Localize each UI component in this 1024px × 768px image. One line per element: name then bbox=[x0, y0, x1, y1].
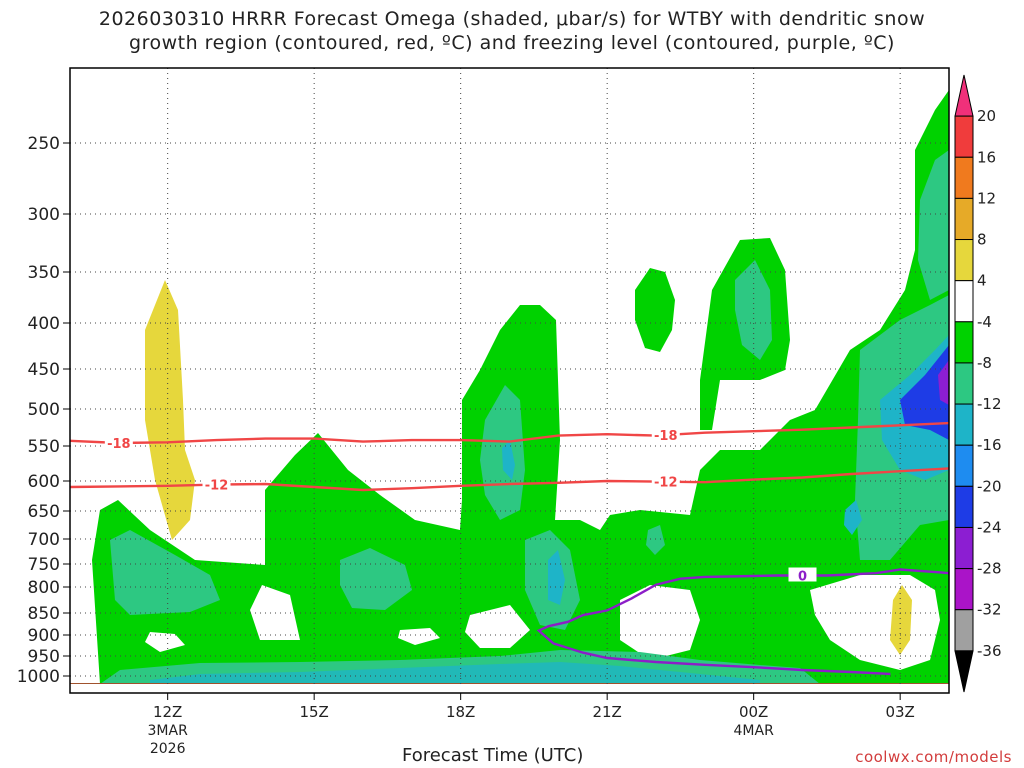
colorbar-label: 4 bbox=[977, 272, 987, 290]
y-tick-label: 800 bbox=[28, 578, 60, 598]
x-tick-sublabel: 3MAR bbox=[148, 723, 189, 739]
colorbar-swatch bbox=[954, 526, 974, 570]
y-tick-label: 750 bbox=[28, 555, 60, 575]
colorbar-swatch bbox=[954, 609, 974, 652]
contour-label: -12 bbox=[205, 479, 229, 494]
colorbar-swatch bbox=[954, 403, 974, 446]
x-axis-label: Forecast Time (UTC) bbox=[402, 745, 584, 766]
x-tick-sublabel: 4MAR bbox=[734, 723, 775, 739]
colorbar-swatch bbox=[954, 156, 974, 199]
y-tick-label: 950 bbox=[28, 647, 60, 667]
x-tick-label: 12Z bbox=[153, 703, 182, 721]
ground-surface bbox=[70, 683, 949, 684]
x-axis: 12Z 3MAR 2026 15Z 18Z 21Z 00Z 4MAR 03Z bbox=[148, 693, 915, 757]
y-tick-label: 850 bbox=[28, 604, 60, 624]
y-tick-label: 450 bbox=[28, 360, 60, 380]
contour-label: 0 bbox=[798, 570, 807, 585]
colorbar-label: -32 bbox=[977, 601, 1002, 619]
x-tick-label: 00Z bbox=[739, 703, 768, 721]
y-axis: 2503003504004505005506006507007508008509… bbox=[17, 134, 70, 687]
y-tick-label: 1000 bbox=[17, 667, 60, 687]
plot-frame bbox=[69, 67, 950, 694]
colorbar-swatch bbox=[954, 321, 974, 364]
omega-fill-blue-upper-right bbox=[900, 345, 949, 440]
y-tick-label: 250 bbox=[28, 134, 60, 154]
omega-fill-green-lowlevel bbox=[92, 90, 949, 684]
y-tick-label: 400 bbox=[28, 314, 60, 334]
y-tick-label: 700 bbox=[28, 530, 60, 550]
y-tick-label: 900 bbox=[28, 626, 60, 646]
omega-fill-green-plume-22z bbox=[635, 268, 675, 352]
omega-fill-teal-11z bbox=[110, 530, 220, 615]
colorbar-label: 16 bbox=[977, 148, 996, 166]
omega-fill-white-hole-3 bbox=[398, 628, 440, 645]
chart-title-line1: 2026030310 HRRR Forecast Omega (shaded, … bbox=[98, 8, 926, 30]
colorbar-label: 8 bbox=[977, 231, 987, 249]
colorbar-swatch bbox=[954, 239, 974, 282]
omega-fill-white-hole-5 bbox=[620, 585, 700, 660]
contour-label-bg bbox=[651, 427, 680, 442]
y-tick-label: 650 bbox=[28, 502, 60, 522]
x-tick-sublabel: 2026 bbox=[150, 741, 186, 757]
colorbar-label: -20 bbox=[977, 477, 1002, 495]
contour-label-bg bbox=[651, 473, 680, 488]
omega-fill-teal-upper-top bbox=[918, 150, 949, 300]
colorbar-swatch bbox=[954, 568, 974, 611]
contour-label-bg bbox=[202, 476, 231, 491]
colorbar-label: 20 bbox=[977, 107, 996, 125]
omega-fill-cyan-00z bbox=[844, 500, 862, 535]
chart-title-line2: growth region (contoured, red, ºC) and f… bbox=[129, 32, 895, 54]
colorbar-arrow-top bbox=[954, 74, 974, 117]
contour-line bbox=[536, 568, 950, 676]
y-tick-label: 300 bbox=[28, 205, 60, 225]
contour-label: -18 bbox=[654, 429, 678, 444]
y-tick-label: 350 bbox=[28, 263, 60, 283]
colorbar-label: -36 bbox=[977, 642, 1002, 660]
y-tick-label: 600 bbox=[28, 472, 60, 492]
colorbar-label: -8 bbox=[977, 354, 992, 372]
omega-fill-white-hole-4 bbox=[465, 605, 530, 648]
contour-label-bg bbox=[788, 567, 817, 582]
contour-label: -18 bbox=[107, 437, 131, 452]
colorbar-swatch bbox=[954, 280, 974, 323]
x-tick-label: 18Z bbox=[446, 703, 475, 721]
x-tick-label: 03Z bbox=[885, 703, 914, 721]
omega-fill-purple-core bbox=[938, 360, 949, 405]
contour-lines: -18 -18 -12 -12 0 bbox=[69, 421, 950, 676]
omega-fill-teal-14z bbox=[340, 548, 412, 610]
source-credit: coolwx.com/models bbox=[855, 748, 1012, 766]
colorbar-label: -16 bbox=[977, 436, 1002, 454]
colorbar-label: 12 bbox=[977, 189, 996, 207]
x-tick-label: 21Z bbox=[592, 703, 621, 721]
contour-line bbox=[69, 421, 950, 445]
colorbar-label: -24 bbox=[977, 518, 1002, 536]
contour-label-bg bbox=[104, 435, 133, 450]
omega-fill-teal-00z-plume bbox=[735, 260, 772, 360]
omega-shading bbox=[70, 90, 949, 684]
y-tick-label: 500 bbox=[28, 400, 60, 420]
omega-fill-white-hole-2 bbox=[145, 632, 185, 652]
omega-fill-cyan-19z-upper bbox=[502, 440, 515, 480]
colorbar-legend: 20 16 12 8 4 -4 -8 -12 -16 -20 -24 -28 -32 -36 bbox=[954, 74, 1002, 693]
colorbar-swatch bbox=[954, 362, 974, 405]
colorbar-arrow-bottom bbox=[954, 650, 974, 693]
colorbar-label: -12 bbox=[977, 395, 1002, 413]
colorbar-swatch bbox=[954, 115, 974, 158]
colorbar-swatch bbox=[954, 197, 974, 241]
x-tick-label: 15Z bbox=[299, 703, 328, 721]
omega-fill-teal-22z bbox=[646, 525, 665, 555]
colorbar-swatch bbox=[954, 485, 974, 528]
colorbar-label: -4 bbox=[977, 313, 992, 331]
contour-label: -12 bbox=[654, 476, 678, 491]
y-tick-label: 550 bbox=[28, 437, 60, 457]
omega-fill-yellow-03z bbox=[890, 585, 912, 655]
colorbar-swatch bbox=[954, 444, 974, 487]
omega-fill-yellow-12z bbox=[145, 280, 195, 540]
colorbar-label: -28 bbox=[977, 560, 1002, 578]
